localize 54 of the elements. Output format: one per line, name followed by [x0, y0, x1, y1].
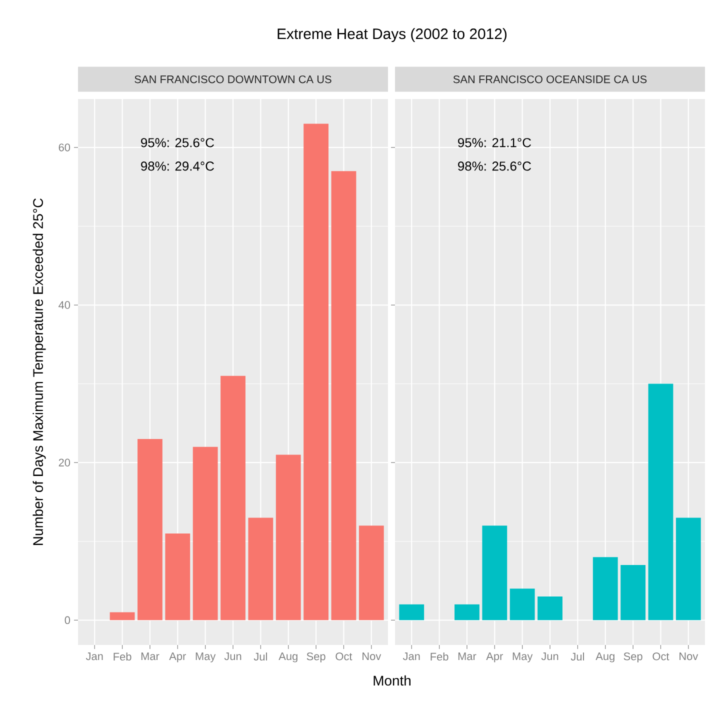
bar — [248, 518, 274, 620]
x-tick-label: Jan — [402, 652, 420, 660]
bar — [676, 518, 701, 620]
chart-subtitle: SAN FRANCISCO DOWNTOWN CA US — [134, 75, 332, 84]
x-tick-label: Sep — [306, 652, 326, 662]
annotation: 98%: 25.6°C — [458, 162, 531, 171]
x-tick-label: Aug — [596, 652, 614, 662]
x-tick-label: Jan — [86, 652, 103, 660]
bar — [192, 446, 218, 620]
bar — [399, 604, 424, 620]
bar — [592, 557, 618, 620]
bar — [482, 526, 508, 620]
x-tick-label: May — [512, 652, 533, 662]
bar — [358, 526, 384, 620]
annotation: 98%: 29.4°C — [141, 162, 214, 171]
x-tick-label: Jun — [224, 652, 242, 660]
y-tick-label: 60 — [58, 144, 70, 152]
x-tick-label: Nov — [680, 652, 698, 660]
y-tick-label: 20 — [58, 458, 70, 466]
x-axis-title: Month — [374, 675, 410, 686]
bar — [648, 384, 674, 620]
x-tick-label: Jun — [541, 652, 558, 660]
x-tick-label: Jul — [254, 652, 267, 661]
chart-subtitle: SAN FRANCISCO OCEANSIDE CA US — [453, 75, 647, 84]
bar — [110, 612, 135, 620]
x-tick-label: Oct — [652, 652, 670, 660]
y-tick-label: 0 — [64, 616, 70, 624]
bar — [220, 376, 246, 620]
y-tick-label: 40 — [58, 301, 70, 309]
x-tick-label: Nov — [362, 652, 382, 660]
bar — [620, 565, 646, 620]
annotation: 95%: 21.1°C — [458, 138, 531, 148]
bar — [276, 454, 301, 620]
chart-title: Extreme Heat Days (2002 to 2012) — [278, 28, 506, 42]
x-tick-label: Oct — [336, 652, 352, 660]
y-axis-title: Number of Days Maximum Temperature Exceeded 25°C — [32, 198, 46, 545]
x-tick-label: Aug — [278, 652, 298, 662]
bar — [165, 534, 190, 620]
x-tick-label: Mar — [141, 652, 160, 660]
bar — [304, 124, 328, 620]
bar — [138, 438, 162, 620]
x-tick-label: Apr — [169, 652, 186, 662]
x-tick-label: Jul — [570, 652, 584, 661]
bar — [538, 596, 562, 620]
bar — [331, 171, 356, 620]
x-tick-label: May — [196, 652, 216, 662]
bar — [510, 588, 535, 620]
x-tick-label: Feb — [430, 652, 448, 661]
bar — [454, 604, 480, 620]
annotation: 95%: 25.6°C — [141, 138, 214, 148]
x-tick-label: Mar — [458, 652, 476, 660]
x-tick-label: Apr — [486, 652, 503, 662]
x-tick-label: Feb — [114, 652, 132, 661]
x-tick-label: Sep — [624, 652, 642, 662]
